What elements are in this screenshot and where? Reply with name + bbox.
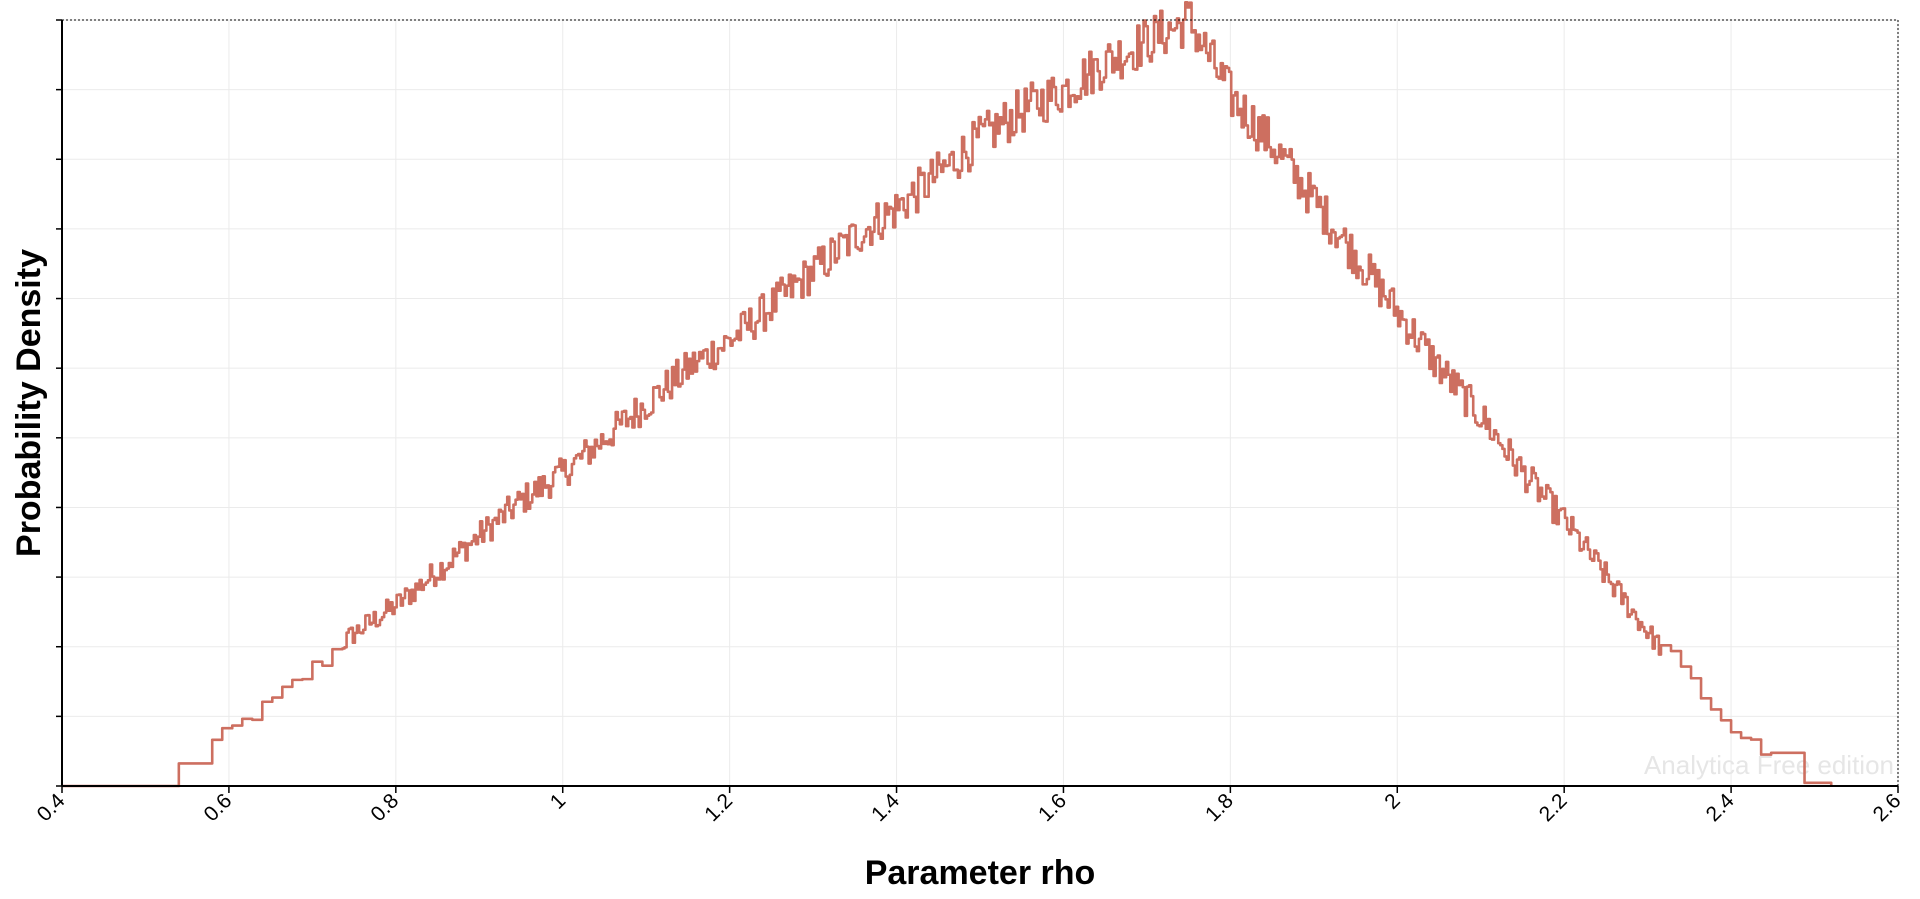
x-tick-label: 1.6 (1034, 789, 1071, 826)
density-series-line (62, 1, 1833, 788)
x-tick-label: 0.6 (200, 789, 237, 826)
x-axis-title: Parameter rho (865, 854, 1096, 892)
y-axis-title: Probability Density (10, 249, 48, 557)
x-tick-label: 2 (1380, 789, 1405, 814)
x-tick-labels: 0.4 0.6 0.8 1 1.2 1.4 1.6 1.8 2 2.2 2.4 2.6 (33, 789, 1906, 826)
x-tick-label: 1.2 (700, 789, 737, 826)
series-layer (62, 1, 1833, 788)
x-tick-label: 1.8 (1201, 789, 1238, 826)
x-tick-label: 2.2 (1535, 789, 1572, 826)
x-tick-label: 2.4 (1702, 789, 1739, 826)
x-tick-label: 2.6 (1869, 789, 1906, 826)
x-tick-label: 1.4 (867, 789, 904, 826)
x-tick-label: 0.8 (366, 789, 403, 826)
x-tick-label: 0.4 (33, 789, 70, 826)
axes (56, 19, 1899, 793)
x-tick-label: 1 (546, 789, 571, 814)
